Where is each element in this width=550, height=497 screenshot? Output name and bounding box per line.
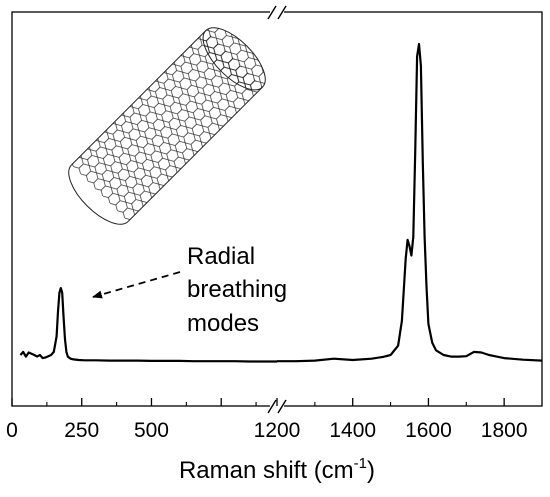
rbm-annotation: Radial breathing modes — [92, 243, 287, 337]
annotation-arrow — [92, 271, 181, 299]
x-axis-title-superscript: -1 — [354, 455, 367, 472]
carbon-nanotube-illustration — [68, 27, 266, 225]
x-axis-title: Raman shift (cm-1) — [179, 455, 375, 484]
annotation-line-3: modes — [187, 310, 259, 337]
plot-frame — [11, 11, 543, 407]
x-axis-ticks — [11, 398, 505, 406]
axis-break-top — [267, 5, 287, 20]
x-tick-label: 250 — [64, 419, 99, 442]
x-tick-label: 1800 — [481, 419, 528, 442]
x-tick-label: 1200 — [254, 419, 301, 442]
x-axis-tick-labels: 0 250 500 1200 1400 1600 1800 — [6, 419, 527, 442]
x-tick-label: 1400 — [329, 419, 376, 442]
x-tick-label: 1600 — [405, 419, 452, 442]
spectrum-series — [19, 42, 543, 363]
x-tick-label: 500 — [134, 419, 169, 442]
x-tick-label: 0 — [6, 419, 18, 442]
annotation-line-1: Radial — [187, 243, 255, 270]
x-axis-title-close: ) — [367, 457, 375, 484]
annotation-line-2: breathing — [187, 276, 287, 303]
spectrum-line-segment-2 — [277, 42, 543, 363]
x-axis-title-main: Raman shift (cm — [179, 457, 354, 484]
spectrum-line-segment-1 — [19, 287, 277, 363]
